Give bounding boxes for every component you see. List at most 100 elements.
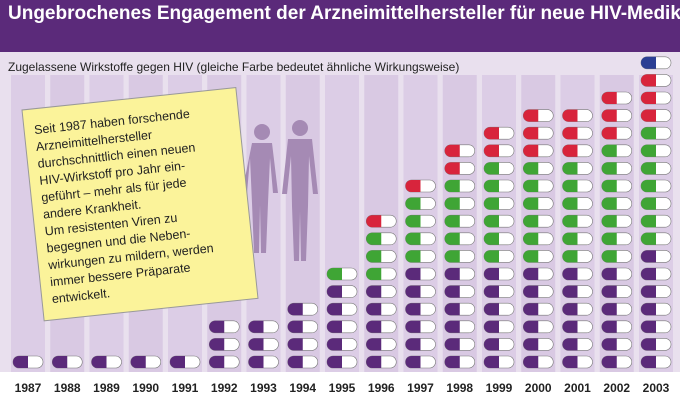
capsule-group [326, 285, 358, 369]
capsule-group [444, 267, 476, 369]
capsule-half [562, 180, 578, 192]
capsule-half [366, 303, 382, 316]
capsule-group [483, 267, 515, 369]
capsule-half [641, 180, 656, 192]
x-tick-label: 2001 [564, 381, 591, 395]
x-tick-label: 1989 [93, 381, 120, 395]
capsule-half [248, 320, 264, 333]
capsule-half [601, 320, 617, 333]
capsule-half [601, 250, 617, 263]
capsule-half [209, 356, 225, 368]
capsule-group [326, 267, 358, 281]
capsule-group [365, 214, 397, 228]
capsule-group [562, 162, 593, 263]
capsule-group [365, 285, 397, 369]
capsule-half [327, 285, 342, 298]
capsule-half [523, 356, 539, 368]
capsule-half [52, 356, 68, 368]
capsule-half [444, 303, 460, 316]
capsule-half [366, 338, 382, 351]
capsule-half [523, 109, 539, 122]
capsule-half [405, 356, 421, 368]
capsule-half [523, 215, 539, 228]
capsule-half [366, 215, 382, 228]
capsule-half [562, 109, 578, 122]
capsule-half [366, 356, 382, 368]
capsule-half [523, 162, 539, 175]
capsule-half [601, 338, 617, 351]
capsule-half [641, 250, 656, 263]
header [0, 0, 680, 52]
x-tick-label: 2000 [525, 381, 552, 395]
capsule-half [444, 162, 460, 175]
x-tick-label: 1998 [446, 381, 473, 395]
capsule-half [444, 268, 460, 280]
capsule-half [562, 320, 578, 333]
capsule-half [444, 215, 460, 228]
x-tick-label: 1996 [368, 381, 395, 395]
capsule-group [130, 355, 162, 369]
capsule-half [562, 162, 578, 175]
capsule-half [523, 232, 539, 245]
capsule-group [405, 179, 436, 193]
capsule-half [484, 162, 499, 175]
capsule-half [444, 180, 460, 192]
x-tick-label: 1991 [172, 381, 199, 395]
capsule-group [640, 74, 672, 122]
capsule-group [562, 109, 593, 158]
capsule-half [444, 356, 460, 368]
x-tick-label: 2002 [603, 381, 630, 395]
x-tick-label: 1997 [407, 381, 434, 395]
capsule-half [444, 285, 460, 298]
capsule-group [601, 91, 633, 140]
capsule-half [287, 338, 303, 351]
capsule-half [641, 144, 656, 157]
capsule-half [641, 285, 656, 298]
capsule-half [287, 303, 303, 316]
capsule-half [484, 197, 499, 210]
capsule-half [405, 250, 421, 263]
x-tick-label: 1994 [289, 381, 316, 395]
capsule-half [641, 92, 656, 104]
note-line: entwickelt. [51, 286, 111, 306]
capsule-half [405, 232, 421, 245]
capsule-half [405, 197, 421, 210]
capsule-group [12, 355, 44, 369]
capsule-group [169, 355, 201, 369]
capsule-half [484, 180, 499, 192]
capsule-group [365, 232, 397, 281]
capsule-group [248, 320, 279, 369]
capsule-half [484, 285, 499, 298]
capsule-half [562, 197, 578, 210]
capsule-half [366, 320, 382, 333]
x-tick-label: 1999 [486, 381, 513, 395]
capsule-half [641, 197, 656, 210]
subtitle: Zugelassene Wirkstoffe gegen HIV (gleich… [8, 60, 459, 74]
capsule-half [484, 232, 499, 245]
capsule-half [601, 180, 617, 192]
capsule-half [248, 338, 264, 351]
capsule-group [522, 267, 554, 369]
note-paper [21, 86, 259, 322]
x-tick-label: 2003 [643, 381, 670, 395]
capsule-half [484, 268, 499, 280]
capsule-half [562, 338, 578, 351]
capsule-half [444, 320, 460, 333]
capsule-half [327, 338, 342, 351]
capsule-half [562, 215, 578, 228]
capsule-half [523, 320, 539, 333]
capsule-half [366, 250, 382, 263]
capsule-half [562, 356, 578, 368]
capsule-half [523, 127, 539, 140]
capsule-half [523, 303, 539, 316]
capsule-half [209, 338, 225, 351]
capsule-half [641, 268, 656, 280]
capsule-half [523, 197, 539, 210]
capsule-half [484, 127, 499, 140]
capsule-half [405, 268, 421, 280]
capsule-half [405, 338, 421, 351]
capsule-half [523, 250, 539, 263]
capsule-half [601, 127, 617, 140]
capsule-half [523, 180, 539, 192]
capsule-group [208, 320, 240, 369]
